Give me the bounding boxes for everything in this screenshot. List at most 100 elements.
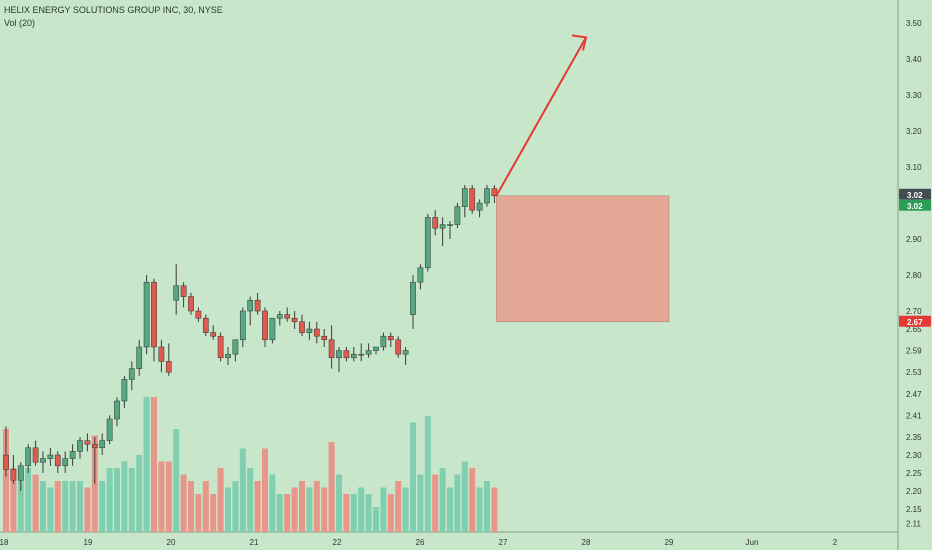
volume-bar — [158, 461, 165, 532]
volume-bar — [365, 494, 372, 532]
price-tick-label: 2.20 — [906, 487, 922, 496]
price-tick-label: 3.10 — [906, 163, 922, 172]
candle-body — [373, 346, 379, 351]
volume-bar — [432, 474, 439, 532]
candle-body — [350, 353, 357, 359]
volume-bar — [232, 481, 239, 532]
volume-bar — [121, 461, 128, 532]
volume-bar — [62, 481, 69, 532]
time-tick-label: 2 — [833, 538, 838, 547]
target-zone-box[interactable] — [496, 195, 670, 323]
time-tick-label: 22 — [333, 538, 342, 547]
volume-bar — [313, 481, 320, 532]
price-tick-label: 2.90 — [906, 235, 922, 244]
volume-bar — [151, 397, 157, 532]
candle-body — [476, 202, 483, 211]
trend-arrow[interactable] — [495, 36, 587, 197]
volume-bar — [491, 487, 498, 532]
candle-body — [299, 321, 305, 333]
trend-arrow-head — [571, 34, 588, 51]
candle-body — [128, 368, 135, 380]
time-tick-label: 20 — [167, 538, 176, 547]
volume-bar — [402, 487, 409, 532]
candle-body — [195, 310, 202, 319]
candle-body — [202, 317, 209, 333]
volume-bar — [424, 416, 431, 532]
volume-bar — [180, 474, 187, 532]
candle-body — [136, 346, 143, 369]
volume-bar — [84, 487, 91, 532]
price-tick-label: 2.59 — [906, 347, 922, 356]
price-tick-label: 2.11 — [906, 519, 922, 528]
volume-bar — [373, 507, 379, 532]
time-tick-label: 19 — [84, 538, 93, 547]
candle-body — [380, 335, 387, 348]
volume-bar — [69, 481, 76, 532]
candle-body — [284, 314, 291, 319]
volume-bar — [10, 468, 17, 532]
candle-body — [269, 317, 276, 341]
candle-body — [447, 224, 453, 226]
volume-bar — [262, 448, 268, 532]
volume-bar — [247, 468, 254, 532]
candle-body — [54, 454, 61, 467]
time-tick-label: 29 — [665, 538, 674, 547]
volume-indicator-label[interactable]: Vol (20) — [4, 18, 36, 28]
volume-bar — [254, 481, 261, 532]
candle-body — [336, 350, 342, 359]
volume-bar — [461, 461, 468, 532]
price-tick-label: 2.80 — [906, 271, 922, 280]
candle-body — [247, 299, 254, 312]
volume-bar — [476, 487, 483, 532]
candle-body — [291, 317, 298, 323]
symbol-title[interactable]: HELIX ENERGY SOLUTIONS GROUP INC, 30, NY… — [4, 5, 223, 15]
candle-body — [69, 451, 76, 459]
candle-body — [210, 332, 217, 337]
price-tag — [899, 199, 931, 211]
candle-body — [106, 418, 113, 441]
candle-body — [402, 350, 409, 355]
time-tick-label: 18 — [0, 538, 9, 547]
price-tick-label: 2.53 — [906, 368, 922, 377]
time-tick-label: Jun — [746, 538, 759, 547]
volume-bar — [410, 422, 416, 532]
legend: HELIX ENERGY SOLUTIONS GROUP INC, 30, NY… — [4, 4, 223, 30]
candle-body — [151, 281, 157, 348]
volume-bar — [25, 468, 32, 532]
candle-body — [424, 217, 431, 269]
candle-body — [321, 335, 328, 341]
candle-body — [32, 447, 39, 463]
price-tag-label: 3.02 — [907, 202, 923, 211]
candle-body — [276, 314, 283, 319]
volume-bar — [77, 481, 83, 532]
candle-body — [306, 328, 313, 333]
price-tick-label: 2.35 — [906, 433, 922, 442]
volume-bar — [99, 481, 106, 532]
volume-bar — [32, 474, 39, 532]
candle-body — [62, 458, 69, 467]
candle-body — [25, 447, 32, 467]
price-tick-label: 2.47 — [906, 390, 922, 399]
price-tag-label: 2.67 — [907, 318, 923, 327]
candle-body — [313, 328, 320, 337]
price-tick-label: 2.70 — [906, 307, 922, 316]
price-tick-label: 2.65 — [906, 325, 922, 334]
price-tick-label: 3.50 — [906, 19, 922, 28]
candle-body — [432, 217, 439, 229]
price-tick-label: 2.25 — [906, 469, 922, 478]
volume-bar — [299, 481, 305, 532]
candle-body — [99, 440, 106, 449]
volume-bar — [239, 448, 246, 532]
price-tag — [899, 315, 931, 327]
volume-bar — [439, 468, 446, 532]
time-tick-label: 21 — [250, 538, 259, 547]
candle-body — [114, 400, 120, 420]
candle-body — [365, 350, 372, 355]
candle-body — [180, 285, 187, 297]
volume-bar — [395, 481, 402, 532]
price-tick-label: 2.41 — [906, 411, 922, 420]
volume-bar — [484, 481, 490, 532]
candle-body — [387, 335, 394, 341]
